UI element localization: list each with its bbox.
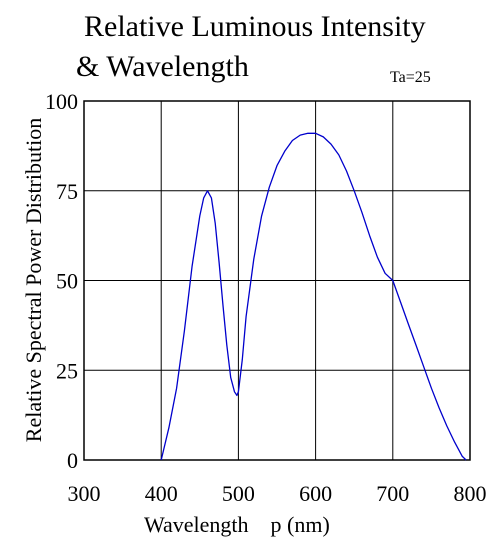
x-axis-label: Wavelength p (nm): [144, 512, 330, 537]
y-tick-label-25: 25: [56, 358, 78, 383]
y-tick-label-50: 50: [56, 269, 78, 294]
x-tick-label-600: 600: [299, 481, 332, 506]
temperature-annotation: Ta=25: [390, 69, 431, 86]
x-tick-label-300: 300: [68, 481, 101, 506]
x-tick-label-800: 800: [454, 481, 487, 506]
plot-frame: [83, 100, 471, 461]
y-tick-label-100: 100: [45, 89, 78, 114]
y-tick-label-75: 75: [56, 179, 78, 204]
x-tick-label-500: 500: [222, 481, 255, 506]
y-tick-label-0: 0: [67, 448, 78, 473]
x-tick-label-400: 400: [145, 481, 178, 506]
x-tick-label-700: 700: [376, 481, 409, 506]
chart-title-line-1: Relative Luminous Intensity: [84, 10, 426, 43]
chart-title-line-2: & Wavelength: [76, 50, 249, 83]
series-line-0: [160, 132, 467, 461]
